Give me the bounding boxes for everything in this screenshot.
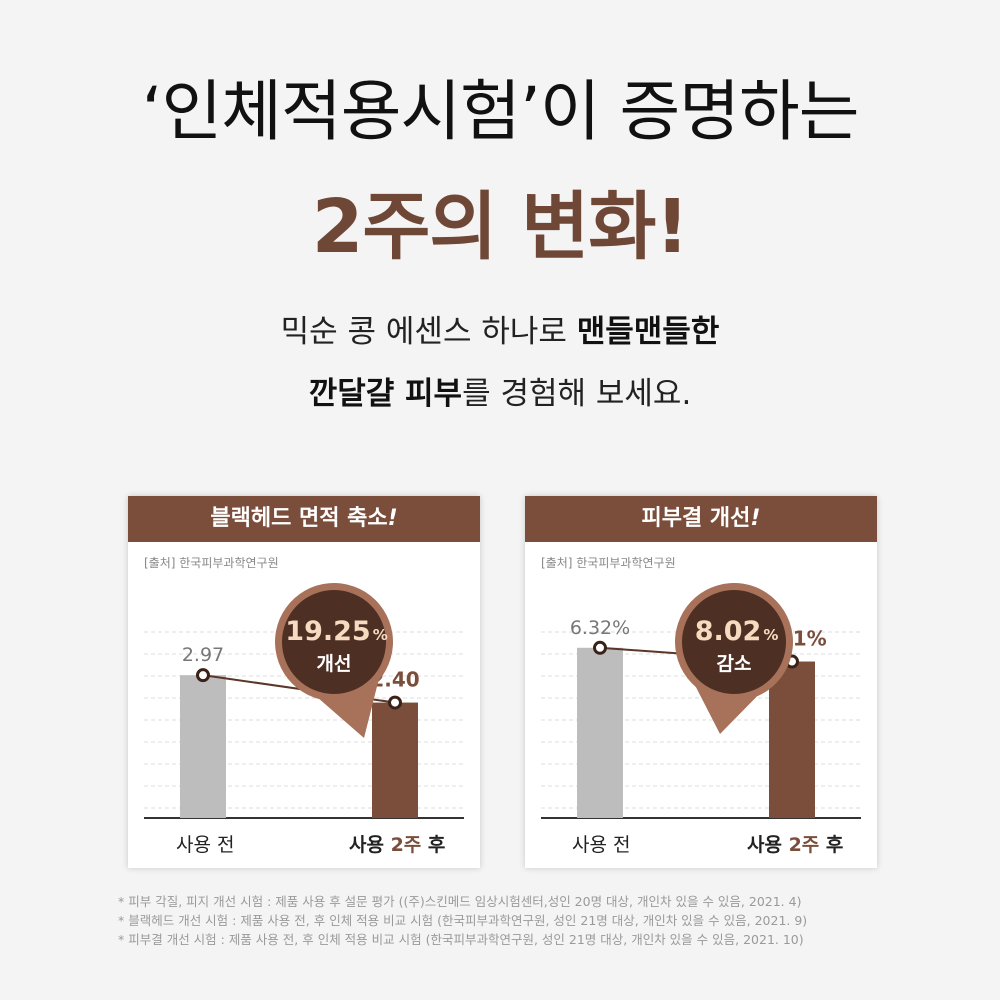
data-point-marker bbox=[593, 640, 607, 655]
subtitle-line-2-normal: 를 경험해 보세요. bbox=[462, 376, 692, 412]
badge-callout: 19.25 % 개선 bbox=[275, 583, 393, 738]
category-label-after-highlight: 2주 bbox=[390, 834, 422, 856]
source-label: [출처] 한국피부과학연구원 bbox=[541, 556, 676, 570]
subtitle-line-1-normal: 믹순 콩 에센스 하나로 bbox=[280, 314, 577, 350]
footnote: * 피부 각질, 피지 개선 시험 : 제품 사용 후 설문 평가 ((주)스킨… bbox=[118, 894, 802, 909]
badge-label: 감소 bbox=[717, 653, 752, 675]
category-label-after-prefix: 사용 bbox=[747, 834, 789, 856]
source-label: [출처] 한국피부과학연구원 bbox=[144, 556, 279, 570]
card-title-mark: ! bbox=[387, 506, 398, 531]
footnote: * 피부결 개선 시험 : 제품 사용 전, 후 인체 적용 비교 시험 (한국… bbox=[118, 932, 804, 947]
card-header: 블랙헤드 면적 축소! bbox=[128, 496, 480, 542]
chart-svg: 6.32%5.81%8.02%감소 bbox=[541, 583, 861, 819]
category-label-after-prefix: 사용 bbox=[349, 834, 391, 856]
badge-inner-circle bbox=[682, 590, 786, 694]
chart-card-blackhead: 블랙헤드 면적 축소! [출처] 한국피부과학연구원 2.97 2.40 19.25… bbox=[128, 496, 480, 868]
badge-unit: % bbox=[373, 626, 388, 644]
badge-label: 개선 bbox=[317, 653, 352, 675]
badge-inner-circle bbox=[282, 590, 386, 694]
bar-after bbox=[372, 702, 418, 818]
badge-unit: % bbox=[763, 626, 778, 644]
category-label-after-suffix: 후 bbox=[421, 834, 446, 856]
subtitle-line-1: 믹순 콩 에센스 하나로 맨들맨들한 bbox=[0, 312, 1000, 352]
subtitle-line-2-bold: 깐달걀 피부 bbox=[308, 376, 463, 412]
card-title-mark: ! bbox=[750, 506, 761, 531]
bar-before bbox=[577, 647, 623, 818]
footnotes: * 피부 각질, 피지 개선 시험 : 제품 사용 후 설문 평가 ((주)스킨… bbox=[118, 892, 807, 949]
card-header: 피부결 개선! bbox=[525, 496, 877, 542]
subtitle-line-1-bold: 맨들맨들한 bbox=[576, 314, 720, 350]
category-label-before: 사용 전 bbox=[572, 834, 631, 856]
card-title: 피부결 개선 bbox=[641, 506, 751, 531]
card-title: 블랙헤드 면적 축소 bbox=[210, 506, 388, 531]
data-point-marker bbox=[196, 668, 210, 683]
chart-card-texture: 피부결 개선! [출처] 한국피부과학연구원 6.32%5.81%8.02%감소 bbox=[525, 496, 877, 868]
category-label-after-suffix: 후 bbox=[819, 834, 844, 856]
value-label-before: 6.32% bbox=[570, 617, 630, 639]
category-label-after: 사용 2주 후 bbox=[349, 830, 445, 857]
badge-value: 19.25 bbox=[285, 616, 370, 647]
headline-highlight: 2주의 변화! bbox=[311, 184, 689, 270]
badge-callout: 8.02 % 감소 bbox=[675, 583, 793, 734]
category-label-before: 사용 전 bbox=[176, 834, 235, 856]
bar-after bbox=[769, 661, 815, 818]
category-label-after-highlight: 2주 bbox=[788, 834, 820, 856]
bar-before bbox=[180, 675, 226, 818]
footnote: * 블랙헤드 개선 시험 : 제품 사용 전, 후 인체 적용 비교 시험 (한… bbox=[118, 913, 808, 928]
value-label-before: 2.97 bbox=[182, 644, 224, 666]
data-point-marker bbox=[388, 695, 402, 710]
badge-value: 8.02 bbox=[695, 616, 762, 647]
category-label-after: 사용 2주 후 bbox=[747, 830, 843, 857]
subtitle-line-2: 깐달걀 피부를 경험해 보세요. bbox=[0, 374, 1000, 414]
headline: ‘인체적용시험’이 증명하는 bbox=[141, 73, 860, 150]
